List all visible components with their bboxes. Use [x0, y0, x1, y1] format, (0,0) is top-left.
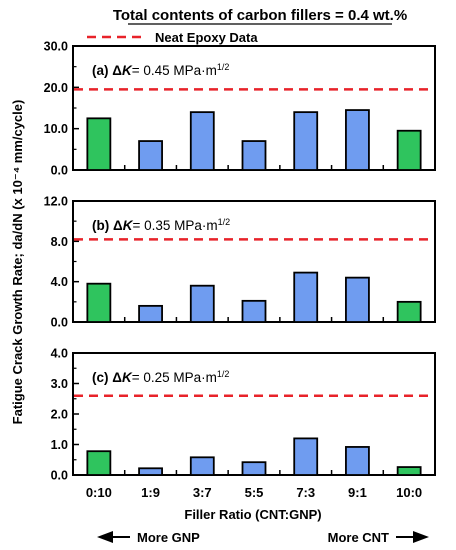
- bar: [241, 461, 267, 476]
- bar: [138, 467, 163, 476]
- bar: [138, 304, 163, 323]
- arrow-right-label: More CNT: [328, 530, 389, 545]
- bar: [189, 284, 215, 323]
- bar: [86, 117, 112, 171]
- chart-title: Total contents of carbon fillers = 0.4 w…: [113, 7, 407, 24]
- panel-label-var: K: [122, 370, 133, 385]
- y-tick-label: 20.0: [44, 81, 68, 95]
- bar: [189, 111, 215, 171]
- y-tick-label: 1.0: [51, 438, 68, 452]
- arrow-left-head: [97, 531, 113, 543]
- y-tick-label: 4.0: [51, 347, 68, 361]
- x-tick-label: 7:3: [296, 485, 315, 500]
- bar: [86, 282, 112, 323]
- panel-label-var: K: [123, 218, 134, 233]
- x-axis-label: Filler Ratio (CNT:GNP): [184, 507, 321, 522]
- panel-label-exponent: 1/2: [217, 369, 230, 379]
- bar: [293, 437, 319, 476]
- bar: [293, 111, 319, 171]
- bar: [396, 300, 422, 323]
- x-tick-label: 10:0: [396, 485, 422, 500]
- y-tick-label: 4.0: [51, 275, 68, 289]
- y-tick-label: 2.0: [51, 408, 68, 422]
- arrow-right-head: [413, 531, 429, 543]
- arrow-left-label: More GNP: [137, 530, 200, 545]
- x-tick-label: 5:5: [245, 485, 264, 500]
- panel-label: (c) ΔK= 0.25 MPa·m1/2: [92, 369, 229, 385]
- y-tick-label: 0.0: [51, 164, 68, 178]
- panel-label-exponent: 1/2: [217, 62, 230, 72]
- y-tick-label: 0.0: [51, 469, 68, 483]
- y-tick-label: 10.0: [44, 122, 68, 136]
- panel-label-value: = 0.35 MPa·m: [132, 218, 217, 233]
- bar: [189, 456, 215, 476]
- bar: [345, 276, 370, 323]
- y-tick-label: 30.0: [44, 40, 68, 54]
- bar: [396, 466, 422, 476]
- x-tick-label: 9:1: [348, 485, 367, 500]
- panel-b: 0.0 4.0 8.0 12.0 (b) ΔK= 0.35 MPa·m1/2: [44, 195, 436, 330]
- panel-label: (b) ΔK= 0.35 MPa·m1/2: [92, 217, 230, 233]
- bar: [241, 140, 267, 171]
- panel-label-exponent: 1/2: [218, 217, 231, 227]
- bar: [138, 140, 163, 171]
- x-tick-label: 3:7: [193, 485, 212, 500]
- panel-label-prefix: (a) Δ: [92, 63, 122, 78]
- panel-label: (a) ΔK= 0.45 MPa·m1/2: [92, 62, 229, 78]
- y-tick-label: 0.0: [51, 316, 68, 330]
- panel-label-value: = 0.45 MPa·m: [132, 63, 217, 78]
- panel-label-value: = 0.25 MPa·m: [132, 370, 217, 385]
- panel-c: 0.0 1.0 2.0 3.0 4.0 (c) ΔK= 0.25 MPa·m1/2: [51, 347, 436, 483]
- y-axis-label: Fatigue Crack Growth Rate; da/dN (x 10⁻⁴…: [10, 100, 25, 425]
- panel-label-var: K: [122, 63, 133, 78]
- y-tick-label: 12.0: [44, 195, 68, 209]
- panel-label-prefix: (b) Δ: [92, 218, 123, 233]
- panel-label-prefix: (c) Δ: [92, 370, 122, 385]
- legend-label: Neat Epoxy Data: [155, 30, 258, 45]
- bar: [345, 109, 370, 171]
- y-tick-label: 8.0: [51, 235, 68, 249]
- bar: [396, 129, 422, 171]
- x-tick-label: 0:10: [86, 485, 112, 500]
- bar: [241, 299, 267, 323]
- bar: [345, 446, 370, 476]
- bar: [86, 450, 112, 476]
- panel-a: 0.0 10.0 20.0 30.0 (a) ΔK= 0.45 MPa·m1/2: [44, 40, 436, 178]
- bar: [293, 271, 319, 323]
- y-tick-label: 3.0: [51, 377, 68, 391]
- x-tick-label: 1:9: [141, 485, 160, 500]
